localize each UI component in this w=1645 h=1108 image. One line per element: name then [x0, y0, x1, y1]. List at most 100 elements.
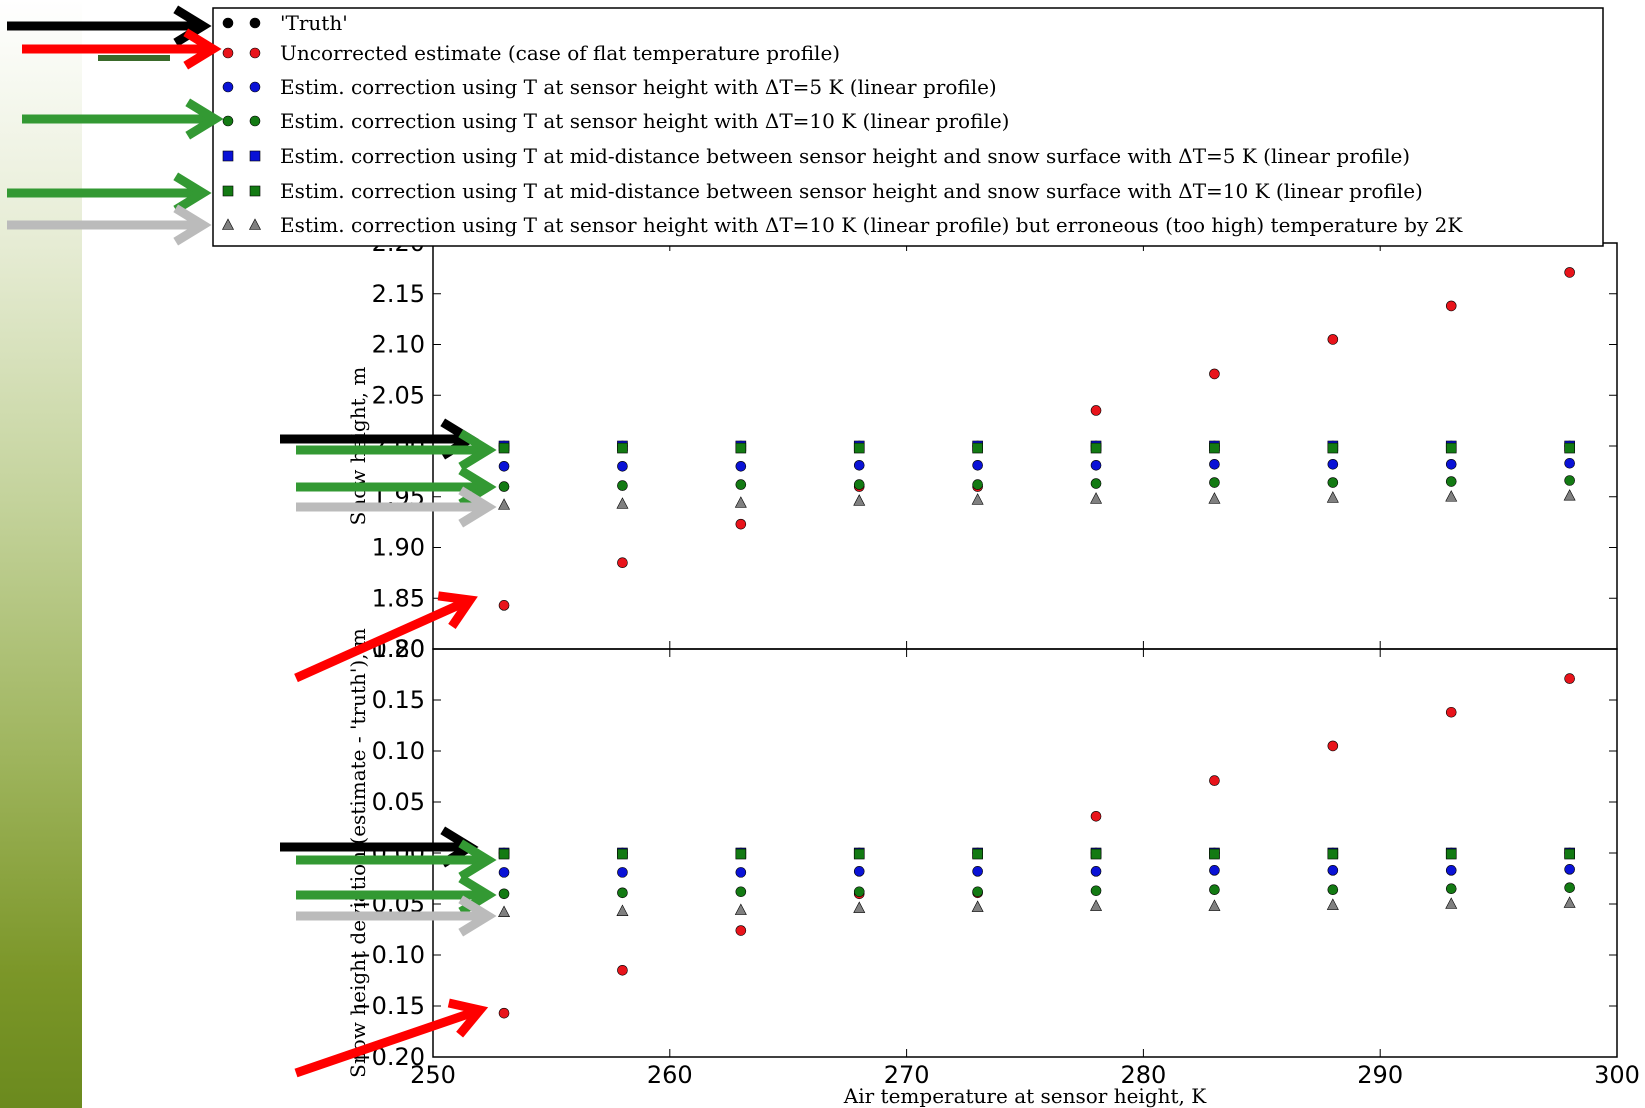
legend-arrow-sensor10	[22, 98, 224, 140]
bottom-point-uncorrected	[1090, 810, 1102, 822]
top-panel: 1.801.851.901.952.002.052.102.152.20Snow…	[346, 229, 1618, 663]
bottom-point-sensor10	[1327, 884, 1339, 896]
top-point-sensor10	[1090, 478, 1102, 489]
bottom-point-sensor10_err	[1326, 898, 1339, 910]
bottom-point-mid10	[853, 848, 865, 860]
top-axes-frame	[432, 242, 1618, 650]
legend-marker-uncorrected	[222, 47, 234, 59]
legend-marker-sensor5	[222, 81, 234, 93]
bottom-point-sensor10_err	[1563, 896, 1576, 908]
bottom-point-sensor5	[1090, 866, 1102, 877]
top-point-mid10	[972, 442, 983, 454]
bottom-point-sensor10_err	[971, 900, 984, 912]
top-point-mid10	[498, 442, 510, 454]
bottom-point-sensor5	[1445, 865, 1457, 876]
legend-marker-mid10	[222, 185, 234, 197]
bottom-point-sensor10_err	[1445, 897, 1458, 909]
top-ytick-label: 2.15	[372, 280, 425, 308]
bottom-point-sensor10_err	[853, 901, 866, 913]
top-arrow-mid10	[296, 429, 497, 471]
legend-marker-sensor10_err	[222, 218, 234, 230]
top-point-sensor10	[1564, 475, 1575, 486]
legend-arrow-mid10	[7, 172, 212, 214]
legend-marker-truth	[249, 17, 261, 29]
bottom-xtick-label: 300	[1594, 1061, 1640, 1089]
legend-marker-mid5	[249, 150, 261, 162]
legend-marker-sensor5	[249, 81, 261, 93]
top-point-uncorrected	[1090, 405, 1102, 416]
top-point-sensor10_err	[1326, 491, 1339, 503]
bottom-ytick-label: 0.05	[372, 788, 425, 816]
legend-marker-mid5	[222, 150, 234, 162]
top-point-sensor10	[1445, 476, 1457, 487]
top-point-mid10	[1209, 442, 1220, 454]
bottom-ytick-label: −0.10	[351, 941, 425, 969]
top-point-sensor10	[853, 479, 865, 490]
bottom-point-sensor10	[617, 887, 628, 899]
legend-label-uncorrected: Uncorrected estimate (case of flat tempe…	[280, 41, 840, 65]
top-point-sensor5	[1327, 458, 1339, 470]
top-ytick-label: 2.05	[372, 381, 425, 409]
bottom-point-uncorrected	[498, 1007, 510, 1019]
top-point-mid10	[1090, 442, 1102, 454]
sidebar-gradient-strip	[0, 0, 82, 1108]
top-point-mid10	[735, 442, 747, 454]
bottom-point-uncorrected	[617, 964, 628, 976]
bottom-point-uncorrected	[1209, 775, 1220, 786]
legend-marker-truth	[222, 17, 234, 29]
top-point-mid10	[853, 442, 865, 454]
legend-marker-uncorrected	[249, 47, 261, 59]
top-point-sensor5	[735, 460, 747, 472]
bottom-point-sensor10	[972, 886, 983, 898]
top-point-sensor10_err	[1090, 492, 1103, 504]
top-point-sensor10	[1327, 477, 1339, 488]
top-point-sensor10	[735, 479, 747, 490]
top-point-sensor5	[1445, 458, 1457, 470]
bottom-point-sensor10_err	[734, 903, 747, 915]
bottom-point-mid10	[1209, 848, 1220, 860]
bottom-ytick-label: −0.15	[351, 992, 425, 1020]
bottom-point-sensor5	[617, 867, 628, 878]
top-point-sensor5	[972, 459, 983, 471]
bottom-point-mid10	[735, 848, 747, 860]
top-ytick-label: 2.10	[372, 331, 425, 359]
bottom-xtick-label: 280	[1120, 1061, 1166, 1089]
bottom-point-sensor5	[1327, 865, 1339, 876]
top-point-sensor5	[498, 460, 510, 472]
bottom-point-sensor10_err	[1208, 899, 1221, 911]
top-ytick-label: 1.85	[372, 584, 425, 612]
bottom-ytick-label: 0.10	[372, 737, 425, 765]
bottom-point-sensor5	[853, 866, 865, 877]
bottom-point-sensor10	[498, 888, 510, 900]
top-point-sensor10	[617, 480, 628, 491]
top-point-uncorrected	[498, 600, 510, 611]
legend-label-sensor5: Estim. correction using T at sensor heig…	[280, 75, 997, 99]
bottom-point-uncorrected	[735, 925, 747, 936]
legend-label-mid5: Estim. correction using T at mid-distanc…	[280, 144, 1410, 168]
top-point-sensor10_err	[1208, 492, 1221, 504]
bottom-arrow-mid10	[296, 839, 497, 881]
bottom-point-sensor5	[1564, 864, 1575, 875]
top-point-sensor5	[1090, 459, 1102, 471]
top-point-uncorrected	[1445, 300, 1457, 312]
bottom-arrow-sensor10_err	[296, 895, 497, 937]
bottom-point-sensor10_err	[498, 905, 511, 917]
legend-label-mid10: Estim. correction using T at mid-distanc…	[280, 179, 1423, 203]
bottom-point-uncorrected	[1327, 740, 1339, 752]
bottom-point-mid10	[617, 848, 628, 860]
legend-box	[212, 7, 1604, 247]
legend-marker-sensor10_err	[249, 218, 261, 230]
bottom-panel: −0.20−0.15−0.10−0.050.000.050.100.150.20…	[346, 628, 1640, 1108]
bottom-point-sensor5	[1209, 865, 1220, 876]
bottom-point-sensor10_err	[1090, 899, 1103, 911]
top-point-mid10	[1327, 442, 1339, 454]
top-point-sensor5	[1564, 457, 1575, 469]
top-point-sensor10_err	[971, 493, 984, 505]
bottom-point-sensor10	[1564, 882, 1575, 893]
bottom-point-sensor10_err	[616, 904, 629, 916]
top-point-sensor5	[617, 460, 628, 472]
top-point-uncorrected	[735, 518, 747, 530]
annotation-arrows	[7, 5, 497, 1078]
bottom-point-mid10	[1090, 848, 1102, 860]
